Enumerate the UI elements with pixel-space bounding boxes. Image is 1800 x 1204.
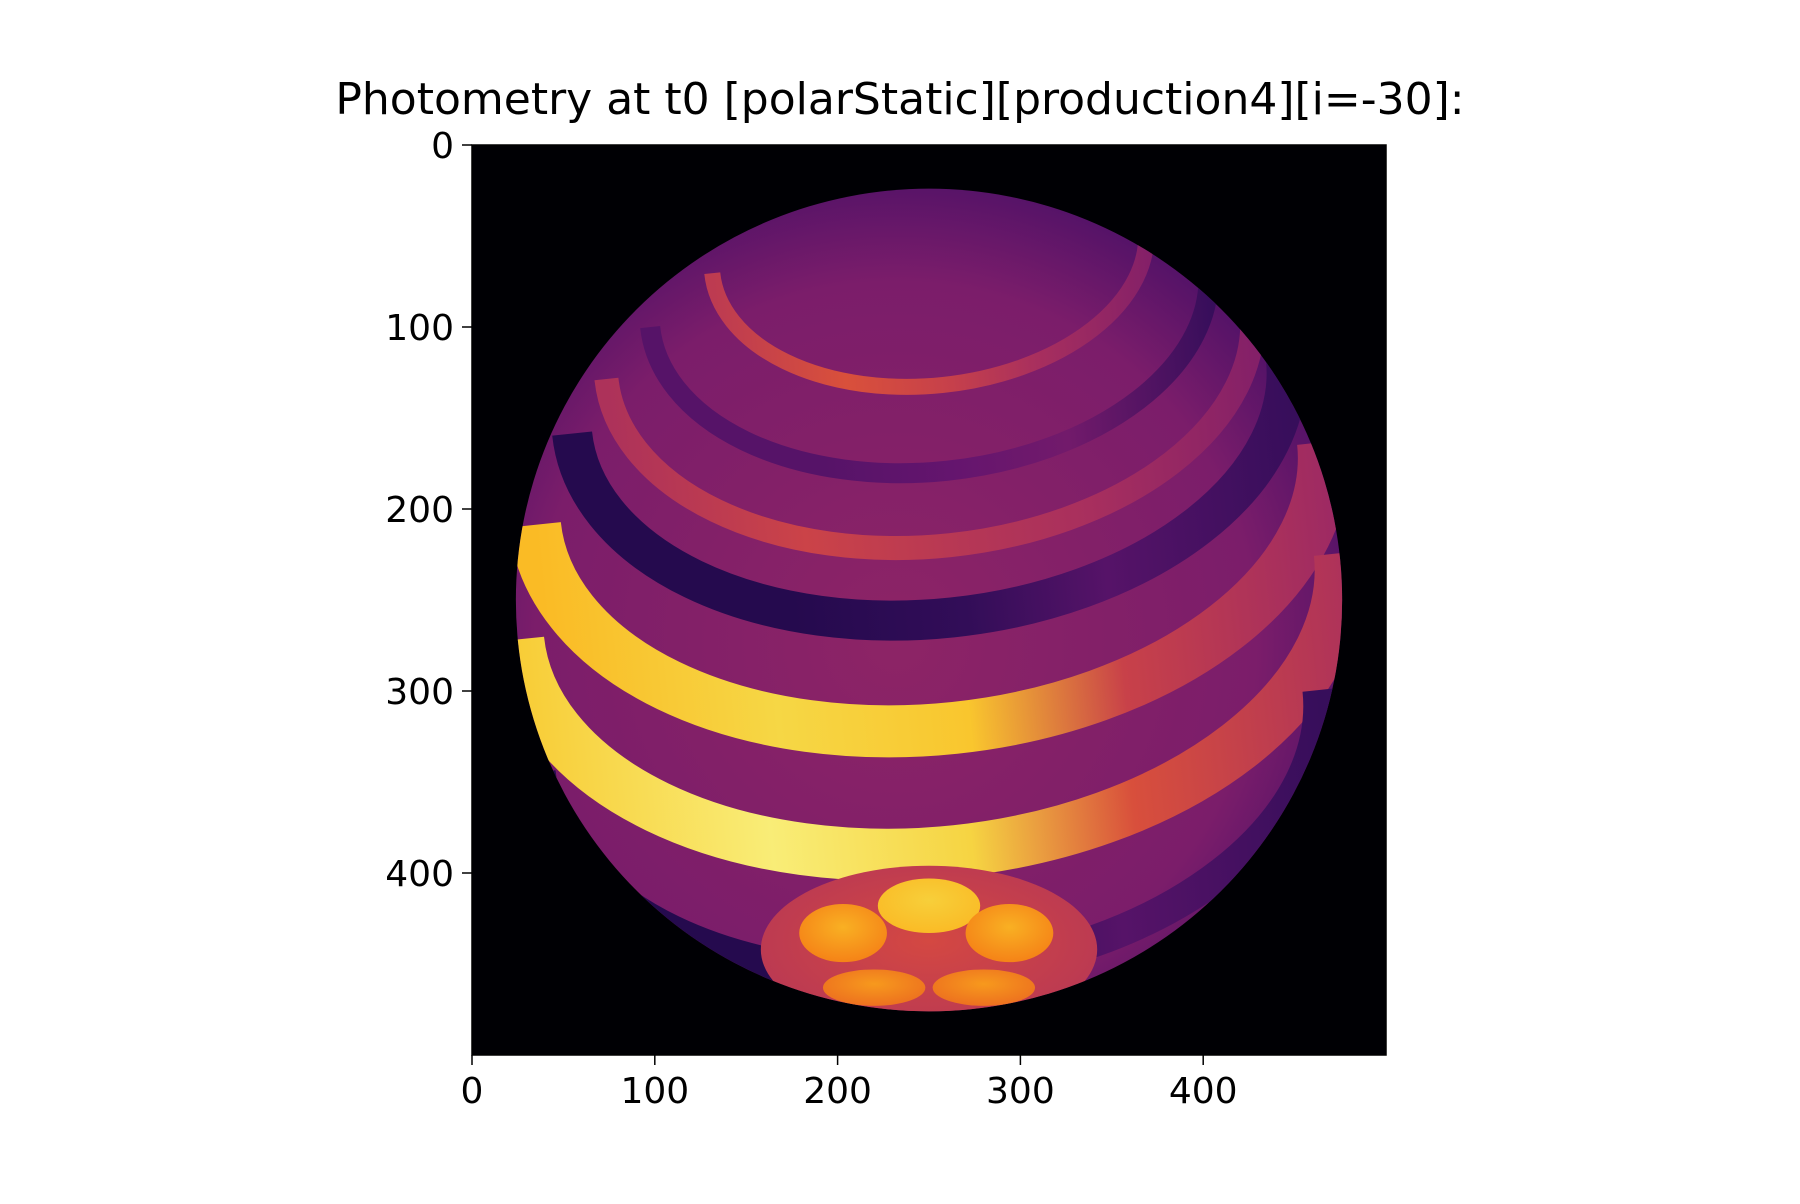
y-tick-label: 100 [385,308,454,349]
x-tick-label: 400 [1169,1071,1238,1112]
x-tick-label: 0 [461,1071,484,1112]
spot-2 [799,903,887,963]
y-tick-label: 400 [385,854,454,895]
x-tick-label: 300 [986,1071,1055,1112]
spot-4 [822,969,926,1006]
spot-1 [877,878,981,934]
y-tick-label: 300 [385,672,454,713]
spot-5 [932,969,1036,1006]
image-layer [472,145,1386,1055]
axis-layer: 0 100 200 300 400 0 100 200 300 400 [385,126,1387,1112]
spot-3 [965,903,1054,963]
y-tick-label: 0 [431,126,454,167]
y-tick-label: 200 [385,490,454,531]
chart-title: Photometry at t0 [polarStatic][productio… [335,74,1465,125]
x-tick-label: 200 [803,1071,872,1112]
axes-frame [471,144,1387,1056]
x-tick-label: 100 [620,1071,689,1112]
